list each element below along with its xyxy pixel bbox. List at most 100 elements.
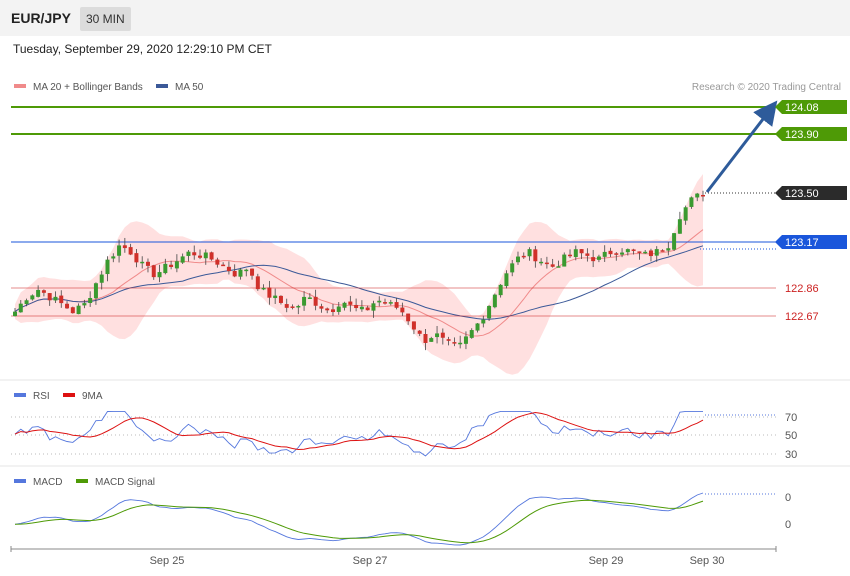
legend-macd-signal-label: MACD Signal (95, 477, 155, 488)
candle-body (13, 311, 17, 317)
candle-body (134, 253, 139, 263)
candle-body (180, 256, 185, 263)
candle-body (99, 274, 104, 283)
candle-body (660, 250, 665, 252)
candle-body (463, 336, 468, 344)
price-label-122-67: 122.67 (785, 311, 819, 323)
legend-9ma-swatch (63, 393, 75, 397)
candle-body (290, 306, 295, 308)
candle-body (585, 253, 590, 256)
candle-body (18, 303, 23, 313)
candle-body (36, 289, 41, 297)
candle-body (65, 303, 70, 309)
candle-body (117, 245, 122, 256)
candle-body (261, 287, 266, 290)
legend-macd-swatch (14, 479, 26, 483)
candle-body (319, 306, 324, 309)
legend-ma50-label: MA 50 (175, 82, 204, 93)
candle-body (440, 332, 445, 338)
candle-body (169, 264, 174, 267)
timeframe-button[interactable]: 30 MIN (80, 7, 131, 31)
candle-body (348, 301, 353, 305)
candle-body (539, 261, 544, 264)
candle-body (140, 261, 145, 264)
chart-header: EUR/JPY 30 MIN (0, 0, 850, 36)
x-tick-label: Sep 29 (589, 555, 624, 567)
candle-body (388, 302, 393, 304)
candle-body (157, 272, 162, 278)
candle-body (435, 333, 440, 338)
candle-body (400, 307, 405, 313)
candle-body (556, 266, 561, 268)
candle-body (192, 252, 197, 256)
x-tick-label: Sep 27 (353, 555, 388, 567)
price-label-text: 124.08 (785, 102, 819, 114)
candle-body (145, 261, 150, 266)
candle-body (533, 249, 538, 262)
candle-body (406, 313, 411, 322)
candle-body (325, 308, 330, 311)
candle-body (122, 245, 127, 249)
candle-body (504, 273, 509, 287)
candle-body (302, 296, 307, 306)
candle-body (163, 263, 168, 274)
candle-body (359, 306, 364, 310)
candle-body (654, 249, 659, 256)
candle-body (568, 254, 573, 257)
candle-body (93, 283, 98, 299)
candle-body (371, 303, 376, 311)
candle-body (521, 255, 526, 258)
candle-body (614, 253, 619, 255)
candle-body (307, 297, 312, 299)
candle-body (643, 251, 648, 254)
candle-body (278, 295, 283, 303)
candle-body (296, 305, 301, 308)
rsi-tick-30: 30 (785, 449, 797, 461)
price-label-text: 123.50 (785, 188, 819, 200)
candle-body (377, 300, 382, 303)
candle-body (510, 263, 515, 273)
legend-9ma-label: 9MA (82, 391, 103, 402)
candle-body (596, 256, 601, 260)
macd-tick-bottom: 0 (785, 519, 791, 531)
candle-body (695, 193, 700, 198)
candle-body (429, 338, 434, 342)
candle-body (128, 247, 133, 255)
candle-body (53, 296, 58, 301)
candle-body (174, 261, 179, 269)
candle-body (30, 295, 35, 300)
price-label-124-08: 124.08 (775, 100, 847, 114)
price-label-text: 123.90 (785, 129, 819, 141)
rsi-9ma-line (14, 411, 704, 451)
candle-body (255, 276, 260, 290)
target-arrow (705, 100, 778, 193)
candle-body (423, 334, 428, 343)
price-label-123-17: 123.17 (775, 235, 847, 249)
candle-body (515, 256, 520, 263)
candle-body (198, 255, 203, 258)
candle-body (88, 298, 93, 303)
candle-body (336, 306, 341, 312)
candle-body (105, 259, 110, 275)
price-label-text: 123.17 (785, 237, 819, 249)
candle-body (527, 249, 532, 257)
candle-body (76, 305, 81, 315)
candle-body (446, 339, 451, 341)
candle-body (41, 290, 46, 293)
candle-body (701, 194, 705, 197)
candle-body (591, 257, 596, 262)
candle-body (689, 197, 694, 207)
candle-body (631, 249, 636, 251)
candle-body (244, 269, 249, 272)
candle-body (284, 304, 289, 308)
candle-body (417, 330, 422, 334)
macd-tick-top: 0 (785, 492, 791, 504)
candle-body (481, 319, 486, 324)
candle-body (238, 269, 243, 277)
candle-body (215, 259, 220, 265)
symbol-title: EUR/JPY (11, 10, 71, 26)
candle-body (666, 248, 671, 251)
candle-body (267, 287, 272, 298)
candle-body (365, 307, 370, 311)
